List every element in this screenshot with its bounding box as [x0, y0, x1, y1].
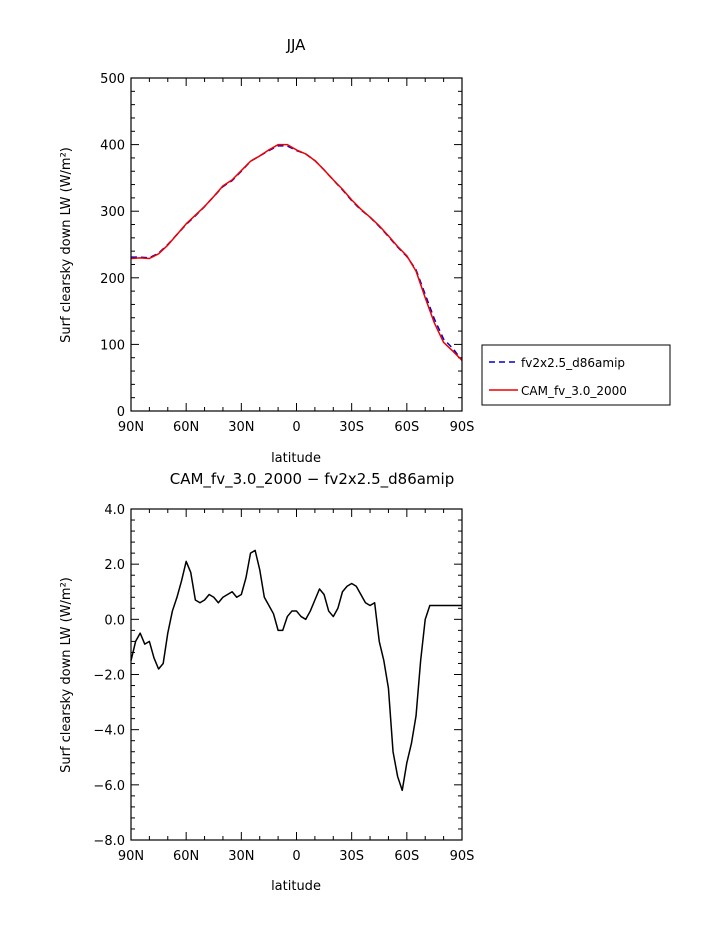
- bottom-ytick-label: 0.0: [104, 613, 125, 628]
- bottom-ytick-label: 4.0: [104, 503, 125, 518]
- top-series-line-1: [130, 143, 463, 361]
- bottom-xtick-label: 60N: [173, 849, 199, 864]
- bottom-ylabel: Surf clearsky down LW (W/m²): [59, 577, 74, 773]
- top-ylabel: Surf clearsky down LW (W/m²): [59, 147, 74, 343]
- legend: fv2x2.5_d86amip CAM_fv_3.0_2000: [481, 344, 671, 406]
- bottom-series-group: [130, 549, 462, 792]
- bottom-plot-frame: [130, 508, 463, 841]
- bottom-series-line-0: [130, 549, 462, 792]
- bottom-ytick-label: −2.0: [93, 669, 125, 684]
- bottom-xtick-label: 90S: [450, 849, 475, 864]
- top-series-group: [130, 143, 463, 361]
- top-gridticks: [130, 77, 463, 412]
- top-xtick-label: 60S: [394, 420, 419, 435]
- legend-label-0: fv2x2.5_d86amip: [521, 356, 625, 370]
- top-chart-title: JJA: [286, 36, 307, 54]
- top-ytick-label: 100: [100, 338, 125, 353]
- top-xlabel: latitude: [271, 451, 321, 466]
- bottom-ytick-labels: −8.0 −6.0 −4.0 −2.0 0.0 2.0 4.0: [93, 503, 125, 849]
- top-ytick-label: 0: [117, 405, 125, 420]
- bottom-xtick-label: 30N: [228, 849, 254, 864]
- top-xtick-label: 0: [292, 420, 300, 435]
- top-ytick-label: 200: [100, 272, 125, 287]
- bottom-xtick-label: 0: [292, 849, 300, 864]
- bottom-ytick-label: −8.0: [93, 834, 125, 849]
- top-xtick-label: 30S: [339, 420, 364, 435]
- top-plot-frame: [130, 77, 463, 412]
- top-ytick-label: 400: [100, 139, 125, 154]
- top-xtick-label: 30N: [228, 420, 254, 435]
- top-series-line-0: [131, 145, 463, 361]
- top-ytick-label: 500: [100, 72, 125, 87]
- bottom-xtick-label: 90N: [118, 849, 144, 864]
- bottom-xtick-label: 30S: [339, 849, 364, 864]
- bottom-ytick-label: −4.0: [93, 724, 125, 739]
- bottom-chart: CAM_fv_3.0_2000 − fv2x2.5_d86amip 90N 60N…: [59, 470, 474, 894]
- top-xtick-label: 90S: [450, 420, 475, 435]
- bottom-xtick-label: 60S: [394, 849, 419, 864]
- top-xtick-labels: 90N 60N 30N 0 30S 60S 90S: [118, 420, 475, 435]
- top-ytick-labels: 0 100 200 300 400 500: [100, 72, 125, 420]
- top-xtick-label: 60N: [173, 420, 199, 435]
- bottom-xlabel: latitude: [271, 879, 321, 894]
- bottom-ytick-label: 2.0: [104, 558, 125, 573]
- top-ytick-label: 300: [100, 205, 125, 220]
- bottom-ytick-label: −6.0: [93, 779, 125, 794]
- legend-label-1: CAM_fv_3.0_2000: [521, 384, 627, 398]
- legend-box: [481, 344, 671, 406]
- top-xtick-label: 90N: [118, 420, 144, 435]
- bottom-xtick-labels: 90N 60N 30N 0 30S 60S 90S: [118, 849, 475, 864]
- bottom-chart-title: CAM_fv_3.0_2000 − fv2x2.5_d86amip: [170, 470, 455, 489]
- top-chart: JJA 90N 60N 30N 0 30S 60S 90S 0 100 200 300 400 500…: [59, 36, 474, 466]
- bottom-gridticks: [130, 508, 463, 841]
